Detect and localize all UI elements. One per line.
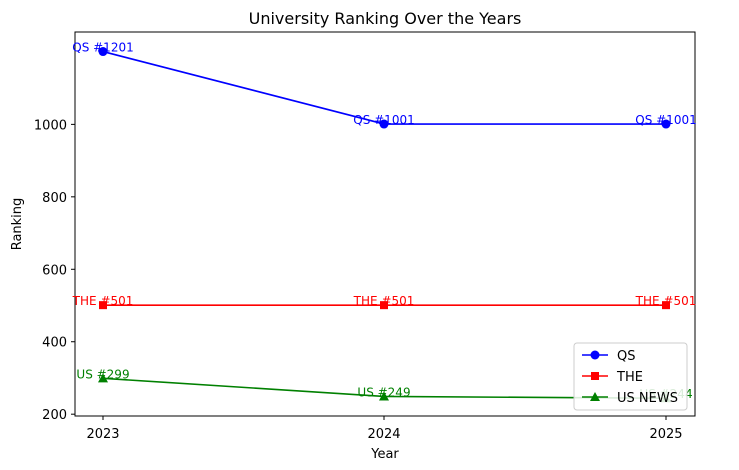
y-axis-title: Ranking <box>10 198 25 251</box>
data-point-the <box>99 301 107 310</box>
legend-marker-qs <box>590 350 600 360</box>
data-label-qs: QS #1001 <box>353 113 414 127</box>
x-axis-title: Year <box>370 447 399 462</box>
legend-marker-us-news <box>590 392 600 401</box>
y-tick-label: 400 <box>42 336 67 351</box>
data-point-us-news <box>98 373 108 383</box>
data-label-qs: QS #1201 <box>72 41 133 55</box>
plot-area <box>74 31 696 417</box>
data-point-qs <box>661 119 671 129</box>
data-point-qs <box>98 47 108 57</box>
data-label-qs: QS #1001 <box>635 113 696 127</box>
x-tick-label: 2025 <box>649 427 682 442</box>
data-label-us-news: US #299 <box>76 367 129 381</box>
series-layer <box>98 47 671 403</box>
y-tick-label: 1000 <box>34 118 67 133</box>
data-label-us-news: US #249 <box>357 385 410 399</box>
legend-box <box>573 342 688 411</box>
legend: QS THE US NEWS <box>573 342 688 411</box>
y-tick-label: 800 <box>42 191 67 206</box>
data-point-the <box>662 301 670 310</box>
data-label-the: THE #501 <box>635 294 697 308</box>
legend-label-qs: QS <box>617 349 635 364</box>
legend-label-the: THE <box>616 370 643 385</box>
data-point-the <box>380 301 388 310</box>
data-label-the: THE #501 <box>353 294 415 308</box>
legend-label-us-news: US NEWS <box>617 391 678 406</box>
data-label-the: THE #501 <box>72 294 134 308</box>
chart-title: University Ranking Over the Years <box>249 9 522 28</box>
x-tick-label: 2024 <box>367 427 400 442</box>
data-point-us-news <box>379 391 389 401</box>
y-tick-label: 200 <box>42 408 67 423</box>
x-tick-label: 2023 <box>86 427 119 442</box>
axis-ticks: 200 400 600 800 1000 2023 2024 2025 <box>34 118 683 442</box>
y-tick-label: 600 <box>42 263 67 278</box>
data-point-qs <box>379 119 389 129</box>
legend-marker-the <box>591 372 599 380</box>
